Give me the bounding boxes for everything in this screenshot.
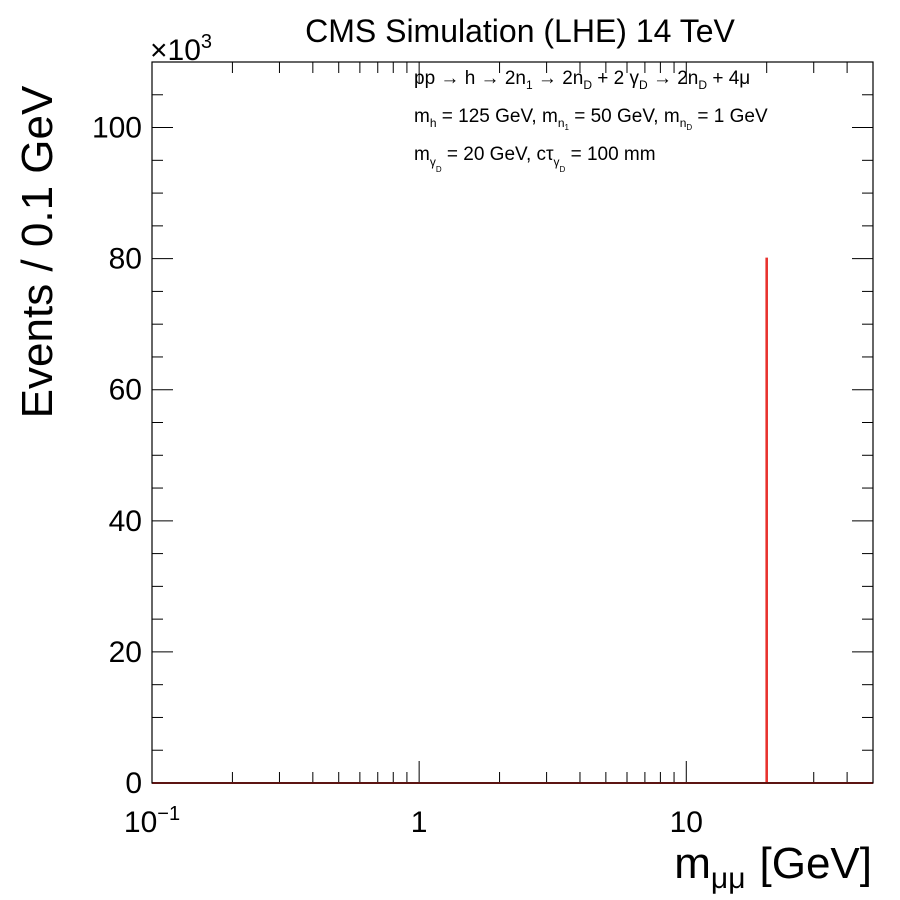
y-multiplier-exp: 3 xyxy=(201,31,212,53)
process-sub: D xyxy=(639,78,648,92)
dark-photon-sub: γ xyxy=(430,155,436,169)
dark-photon-part: m xyxy=(414,144,430,165)
dark-photon-sub: γ xyxy=(554,155,560,169)
series-layer xyxy=(152,257,873,784)
x-axis-label-main: m xyxy=(674,839,711,888)
process-sub: 1 xyxy=(526,78,533,92)
y-tick-label: 100 xyxy=(92,112,142,145)
y-tick-label: 20 xyxy=(109,636,142,669)
process-sub: D xyxy=(583,78,592,92)
x-axis-label-sub: μμ xyxy=(711,862,746,895)
plot-frame xyxy=(151,61,874,784)
annotation-dark-photon: mγD = 20 GeV, cτγD = 100 mm xyxy=(414,144,656,174)
y-tick-label: 80 xyxy=(109,243,142,276)
axis-ticks: 0 20 40 60 80 100 10−1 1 10 xyxy=(92,61,874,839)
x-axis-label: mμμ [GeV] xyxy=(674,839,872,895)
process-part: → 2n xyxy=(648,68,699,89)
masses-part: = 50 GeV, m xyxy=(569,106,680,127)
masses-sub: n xyxy=(680,116,687,130)
x-tick-label: 10 xyxy=(670,806,703,839)
dark-photon-part: = 100 mm xyxy=(565,144,655,165)
series-line xyxy=(152,257,873,784)
y-tick-label: 60 xyxy=(109,374,142,407)
masses-sub: h xyxy=(430,116,437,130)
dark-photon-subsub: D xyxy=(436,165,442,174)
x-axis-label-unit: [GeV] xyxy=(760,839,873,888)
masses-subsub: D xyxy=(686,123,692,132)
process-sub: D xyxy=(698,78,707,92)
masses-part: = 125 GeV, m xyxy=(437,106,558,127)
annotation-process: pp → h → 2n1 → 2nD + 2 γD → 2nD + 4μ xyxy=(414,68,750,92)
x-tick-label: 1 xyxy=(411,806,428,839)
process-part: + 2 γ xyxy=(592,68,639,89)
masses-subsub: 1 xyxy=(565,123,570,132)
y-tick-label: 0 xyxy=(125,767,142,800)
masses-part: = 1 GeV xyxy=(692,106,768,127)
dark-photon-subsub: D xyxy=(560,165,566,174)
process-part: + 4μ xyxy=(707,68,750,89)
chart-title: CMS Simulation (LHE) 14 TeV xyxy=(305,13,735,49)
y-tick-label: 40 xyxy=(109,505,142,538)
process-part: pp → h → 2n xyxy=(414,68,526,89)
masses-sub: n xyxy=(558,116,565,130)
dark-photon-part: = 20 GeV, cτ xyxy=(442,144,554,165)
process-part: → 2n xyxy=(533,68,584,89)
y-axis-label: Events / 0.1 GeV xyxy=(13,85,62,418)
annotation-masses: mh = 125 GeV, mn1 = 50 GeV, mnD = 1 GeV xyxy=(414,106,768,132)
x-tick-label: 10−1 xyxy=(124,803,180,839)
masses-part: m xyxy=(414,106,430,127)
